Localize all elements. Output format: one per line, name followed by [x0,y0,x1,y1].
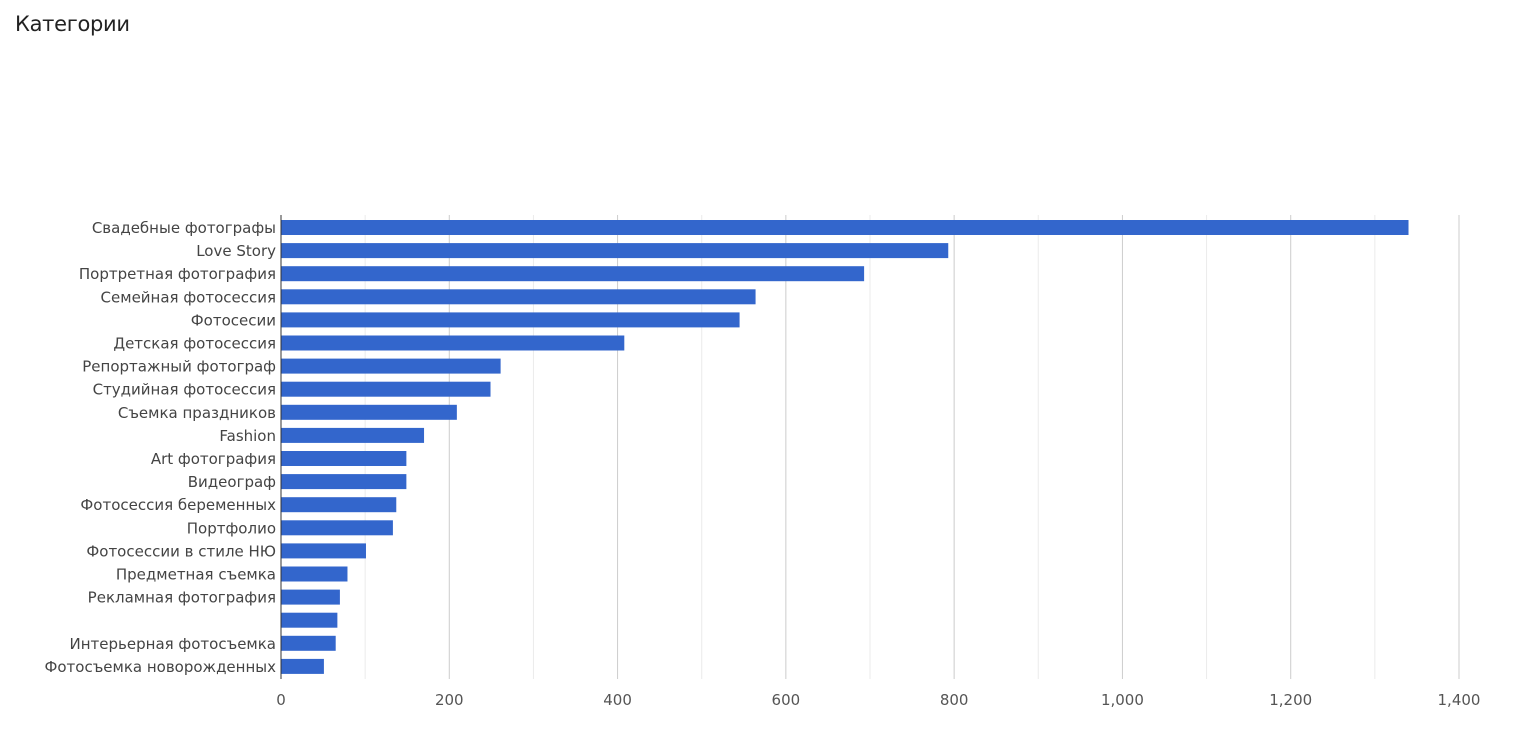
category-label: Art фотография [151,450,276,468]
bar[interactable] [281,404,457,420]
bar[interactable] [281,243,949,259]
category-label: Видеограф [188,473,276,491]
category-label: Свадебные фотографы [92,219,276,237]
grid-lines [364,215,1460,679]
category-label: Интерьерная фотосъемка [70,635,276,653]
category-labels: Свадебные фотографы Love Story Портретная … [44,219,276,676]
category-label: Фотосессия беременных [80,496,276,514]
category-label: Портретная фотография [79,265,276,283]
x-tick-label: 200 [435,691,464,709]
category-label: Предметная съемка [116,566,276,584]
category-label: Fashion [219,427,276,445]
category-label: Студийная фотосессия [93,381,276,399]
bar[interactable] [281,220,1409,235]
x-tick-label: 1,000 [1101,691,1144,709]
bar[interactable] [281,358,501,374]
category-label: Фотосъемка новорожденных [44,658,276,676]
bar[interactable] [281,451,407,466]
bar[interactable] [281,658,324,674]
x-axis-ticks: 0 200 400 600 800 1,000 1,200 1,400 [276,691,1480,709]
bar[interactable] [281,427,425,443]
x-tick-label: 600 [772,691,801,709]
category-label: Фотосесии [191,311,276,329]
chart-title: Категории [15,12,130,36]
category-label: Love Story [196,242,276,260]
bar[interactable] [281,266,865,282]
bar[interactable] [281,520,393,536]
x-tick-label: 800 [940,691,969,709]
bar[interactable] [281,381,491,397]
bar[interactable] [281,543,366,559]
bar[interactable] [281,612,338,628]
category-label: Фотосессии в стиле НЮ [86,542,276,560]
bar[interactable] [281,497,397,513]
category-label: Репортажный фотограф [82,358,276,376]
x-tick-label: 400 [603,691,632,709]
bar[interactable] [281,589,340,605]
bar[interactable] [281,635,336,651]
x-tick-label: 0 [276,691,286,709]
category-label: Семейная фотосессия [101,288,276,306]
x-tick-label: 1,400 [1438,691,1481,709]
bar[interactable] [281,312,740,328]
x-tick-label: 1,200 [1269,691,1312,709]
bars [281,220,1409,674]
category-label: Съемка праздников [118,404,276,422]
bar[interactable] [281,289,756,305]
category-label: Рекламная фотография [88,589,276,607]
category-label: Детская фотосессия [113,335,276,353]
category-label: Портфолио [187,519,276,537]
bar[interactable] [281,335,625,351]
bar[interactable] [281,566,348,582]
bar[interactable] [281,474,407,490]
